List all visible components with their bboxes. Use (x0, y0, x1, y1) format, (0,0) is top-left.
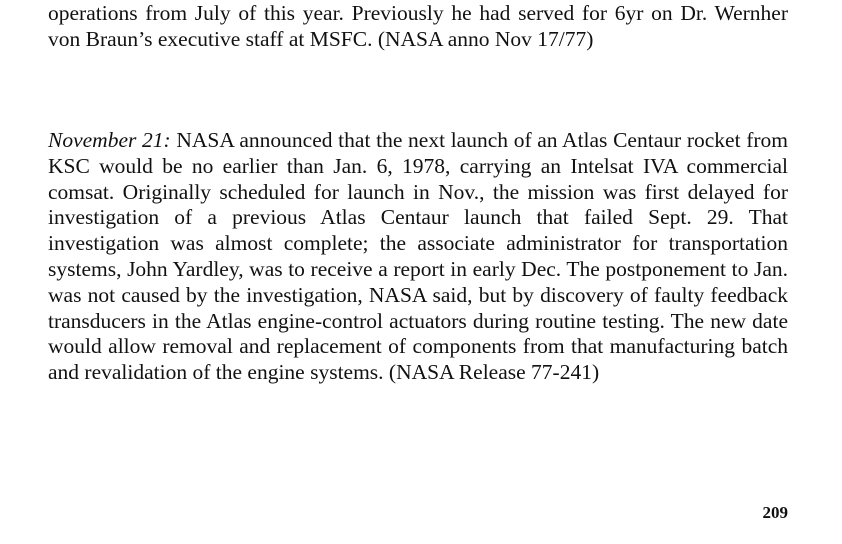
continued-paragraph: operations from July of this year. Previ… (48, 1, 788, 51)
entry-text: NASA announced that the next launch of a… (48, 128, 789, 385)
page-number: 209 (762, 503, 789, 522)
entry-paragraph: November 21: NASA announced that the nex… (48, 128, 788, 386)
entry-date: November 21: (48, 128, 171, 152)
